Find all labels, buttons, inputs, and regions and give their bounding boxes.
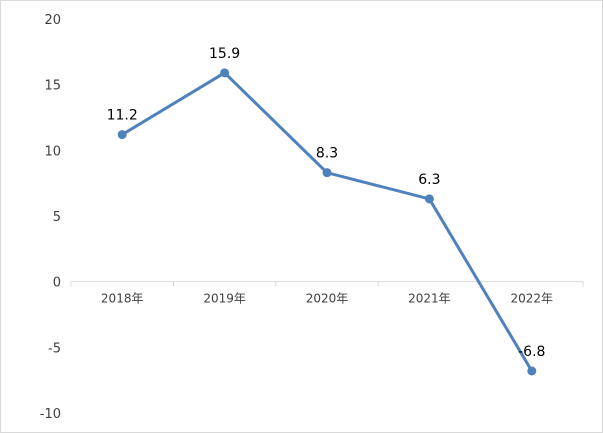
series-line-layer [120, 71, 534, 373]
data-label: 6.3 [418, 172, 440, 188]
x-tick-label: 2018年 [101, 292, 144, 306]
y-tick-label: 20 [44, 13, 61, 28]
y-tick-label: 0 [53, 276, 61, 291]
data-point [117, 130, 127, 140]
data-label: 11.2 [107, 108, 138, 124]
data-label-layer: 11.2 15.9 8.3 6.3 -6.8 [107, 46, 546, 360]
data-point [322, 168, 332, 178]
y-tick-label: -5 [48, 341, 61, 356]
x-tick-label: 2022年 [511, 292, 554, 306]
axis-layer: 20 15 10 5 0 -5 -10 2018年 2019年 2020年 2021年 2022年 [40, 13, 584, 422]
y-tick-label: 10 [44, 144, 61, 159]
data-point [220, 68, 230, 78]
y-tick-label: -10 [40, 407, 61, 422]
x-tick-label: 2020年 [306, 292, 349, 306]
data-point [527, 366, 537, 376]
data-label: 8.3 [316, 146, 338, 162]
data-point-layer [117, 68, 537, 376]
data-label: 15.9 [209, 46, 240, 62]
y-tick-label: 15 [44, 79, 61, 94]
x-tick-label: 2019年 [203, 292, 246, 306]
data-label: -6.8 [518, 344, 545, 360]
data-point [424, 194, 434, 204]
series-line [120, 71, 534, 373]
x-tick-label: 2021年 [408, 292, 451, 306]
y-tick-label: 5 [53, 210, 61, 225]
